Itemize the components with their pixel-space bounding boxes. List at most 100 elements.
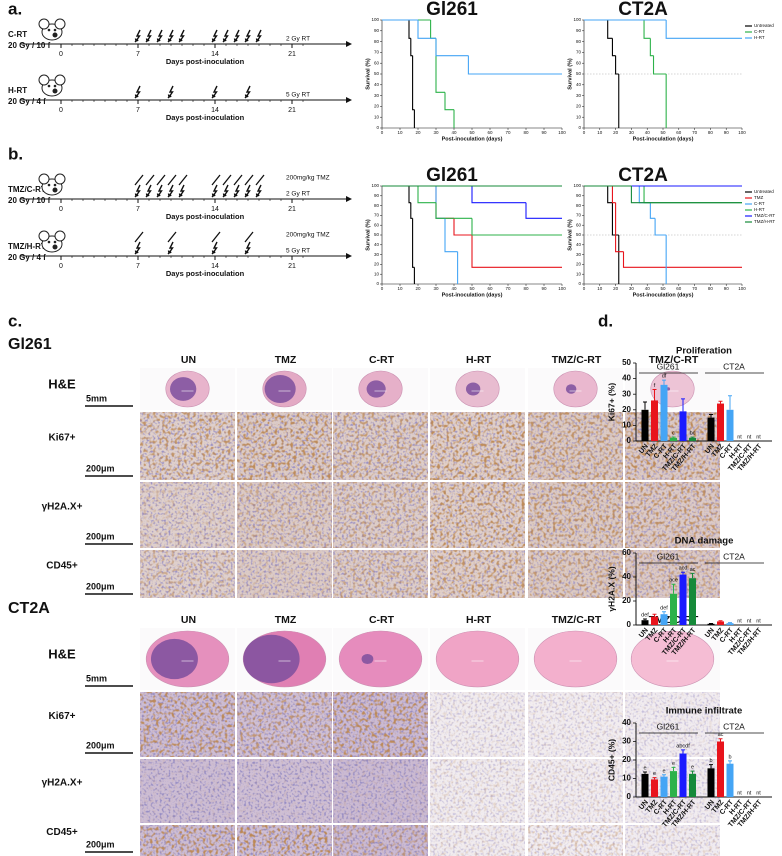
- y-tick-label: 0: [627, 620, 632, 629]
- ihc-stain: [333, 482, 428, 548]
- column-header: TMZ/C-RT: [552, 614, 602, 626]
- x-tick-label: 90: [541, 286, 547, 291]
- legend-label: Untreated: [754, 23, 774, 28]
- y-tick-label: 100: [573, 17, 581, 22]
- group-label: Gl261: [657, 551, 680, 561]
- survival-step: [471, 186, 526, 204]
- chart-title: Gl261: [426, 0, 478, 20]
- y-tick-label: 40: [576, 242, 582, 247]
- bar-annotation: nt: [737, 618, 742, 624]
- mouse-eye: [47, 84, 51, 88]
- survival-step: [408, 20, 411, 39]
- mouse-eye: [47, 28, 51, 32]
- y-tick-label: 40: [374, 242, 380, 247]
- y-tick-label: 30: [576, 252, 582, 257]
- legend-label: C-RT: [754, 29, 765, 34]
- section-title: CT2A: [8, 600, 50, 617]
- y-tick-label: 20: [374, 262, 380, 267]
- mouse-ear: [54, 18, 66, 30]
- y-tick-label: 50: [622, 358, 631, 367]
- y-tick-label: 40: [622, 374, 631, 383]
- brain-section: [630, 630, 715, 688]
- x-axis-label: Post-inoculation (days): [442, 136, 503, 142]
- x-tick-label: 60: [676, 130, 682, 135]
- survival-step: [471, 218, 562, 236]
- rt-bolt: [167, 85, 174, 99]
- y-tick-label: 40: [374, 82, 380, 87]
- tmz-arrow: [178, 174, 188, 186]
- bar-annotation: nt: [747, 434, 752, 440]
- error-bar: [662, 611, 666, 615]
- timeline-tick-label: 7: [136, 263, 140, 270]
- bar-annotation: nt: [737, 790, 742, 796]
- x-tick-label: 100: [738, 130, 746, 135]
- timeline-tick-label: 7: [136, 107, 140, 114]
- rt-bolt: [255, 184, 262, 198]
- x-tick-label: 30: [629, 286, 635, 291]
- timeline-axis-label: Days post-inoculation: [166, 57, 245, 66]
- bar-annotation: e: [662, 768, 665, 774]
- y-tick-label: 90: [576, 28, 582, 33]
- column-header: TMZ: [275, 354, 297, 366]
- ihc-stain: [625, 412, 720, 480]
- tmz-arrow: [222, 174, 232, 186]
- x-tick-label: 80: [708, 286, 714, 291]
- y-tick-label: 10: [622, 774, 631, 783]
- error-bar: [728, 760, 732, 764]
- legend-label: TMZ/C-RT: [754, 213, 775, 218]
- mouse-eye: [53, 28, 57, 32]
- survival-step: [417, 20, 436, 39]
- regimen-dose: 20 Gy / 4 f: [8, 97, 46, 106]
- x-tick-label: 90: [724, 286, 730, 291]
- regimen-dose: 20 Gy / 10 f: [8, 196, 51, 205]
- y-tick-label: 60: [576, 60, 582, 65]
- bar: [641, 409, 649, 441]
- bar: [651, 779, 658, 797]
- survival-step: [649, 202, 656, 219]
- error-bar: [728, 622, 732, 624]
- error-bar: [652, 613, 657, 617]
- y-tick-label: 60: [622, 548, 631, 557]
- mouse-ear: [54, 173, 66, 185]
- x-tick-label: 40: [645, 286, 651, 291]
- ihc-stain: [528, 825, 623, 856]
- y-tick-label: 20: [576, 104, 582, 109]
- rt-bolt: [211, 241, 218, 255]
- ihc-stain: [625, 550, 720, 598]
- y-tick-label: 30: [622, 389, 631, 398]
- brain-section: [533, 630, 618, 688]
- y-tick-label: 0: [376, 281, 379, 286]
- error-bar: [671, 766, 676, 772]
- scale-bar-label: 200μm: [86, 581, 115, 591]
- bar: [660, 776, 668, 797]
- x-tick-label: 100: [558, 286, 566, 291]
- ihc-stain: [430, 692, 525, 757]
- chart-title: DNA damage: [675, 536, 734, 547]
- x-axis-label: Post-inoculation (days): [633, 292, 694, 298]
- row-label: H&E: [48, 646, 76, 661]
- mouse-ear: [38, 230, 50, 242]
- bar: [679, 411, 687, 441]
- scale-bar-label: 200μm: [86, 531, 115, 541]
- bar: [660, 614, 668, 625]
- x-tick-label: 50: [469, 130, 475, 135]
- y-tick-label: 0: [627, 792, 632, 801]
- y-tick-label: 100: [371, 17, 379, 22]
- x-tick-label: 10: [597, 130, 603, 135]
- x-tick-label: 80: [708, 130, 714, 135]
- survival-step: [611, 186, 616, 204]
- x-tick-label: 60: [676, 286, 682, 291]
- rt-bolt: [134, 85, 141, 99]
- ihc-stain: [625, 692, 720, 757]
- y-tick-label: 60: [576, 222, 582, 227]
- row-label: Ki67+: [49, 711, 76, 722]
- timeline-tick-label: 14: [211, 107, 219, 114]
- ihc-stain: [430, 550, 525, 598]
- bar: [707, 417, 715, 441]
- tumor-region: [465, 382, 481, 396]
- x-tick-label: 50: [660, 286, 666, 291]
- x-tick-label: UN: [704, 443, 716, 455]
- error-bar: [728, 395, 732, 410]
- ihc-stain: [430, 825, 525, 856]
